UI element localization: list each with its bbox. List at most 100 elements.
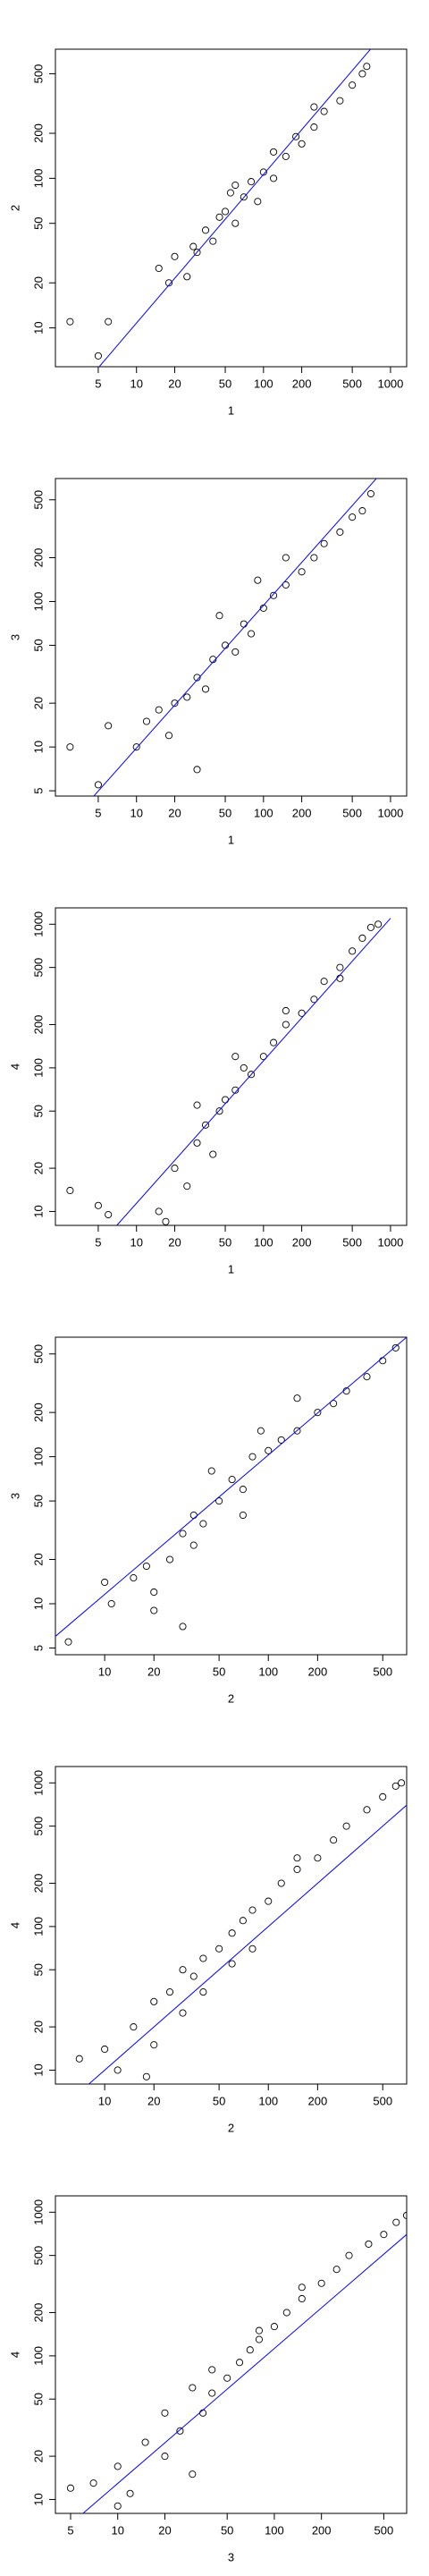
point <box>293 1427 301 1435</box>
point <box>165 1555 174 1563</box>
point <box>314 1854 322 1862</box>
point <box>366 923 374 931</box>
point <box>239 1486 247 1494</box>
point <box>150 1997 158 2005</box>
point <box>142 1562 150 1571</box>
point <box>270 1038 278 1046</box>
point <box>255 2335 264 2343</box>
x-tick-label: 500 <box>342 1235 362 1249</box>
x-tick-label: 50 <box>219 377 231 390</box>
x-tick-label: 500 <box>342 806 362 819</box>
point <box>363 1373 371 1381</box>
point <box>277 1879 285 1887</box>
point <box>150 1588 158 1597</box>
point <box>231 648 240 656</box>
point <box>183 273 191 281</box>
x-tick-label: 200 <box>292 806 312 819</box>
x-tick-label: 10 <box>130 1235 142 1249</box>
point <box>282 554 290 562</box>
plot-box <box>55 1766 408 2085</box>
point <box>310 554 318 562</box>
y-tick-label: 10 <box>31 741 45 753</box>
x-tick-label: 20 <box>158 2523 171 2537</box>
point <box>209 237 217 245</box>
x-tick-label: 200 <box>292 1235 312 1249</box>
point <box>336 963 344 971</box>
point <box>199 1520 207 1528</box>
y-tick-label: 50 <box>31 639 45 651</box>
point <box>270 148 278 156</box>
x-tick-label: 5 <box>95 377 101 390</box>
points <box>66 2211 407 2513</box>
x-tick-label: 500 <box>342 377 362 390</box>
y-tick-label: 1000 <box>31 2199 45 2225</box>
plot-box <box>55 1336 408 1656</box>
plot-box <box>55 478 408 797</box>
point <box>270 174 278 182</box>
y-tick-label: 20 <box>31 276 45 289</box>
point <box>336 97 344 105</box>
point <box>298 568 306 576</box>
point <box>155 1208 163 1216</box>
x-tick-label: 100 <box>265 2523 284 2537</box>
x-tick-label: 50 <box>213 1665 225 1678</box>
point <box>193 1139 201 1147</box>
point <box>342 1822 350 1830</box>
y-tick-label: 500 <box>31 958 45 978</box>
point <box>165 1988 174 1996</box>
x-tick-label: 20 <box>147 2094 160 2107</box>
point <box>298 2294 306 2303</box>
point <box>208 2389 216 2397</box>
y-tick-label: 10 <box>31 1597 45 1610</box>
points <box>66 479 377 796</box>
y-tick-label: 5 <box>31 1645 45 1651</box>
x-tick-label: 200 <box>292 377 312 390</box>
point <box>94 1201 102 1209</box>
point <box>66 318 74 326</box>
points <box>55 1337 407 1646</box>
fit-line <box>116 918 391 1225</box>
point <box>215 612 223 620</box>
point <box>226 189 234 197</box>
point <box>155 264 163 273</box>
point <box>208 2366 216 2374</box>
point <box>221 1096 230 1104</box>
fit-line <box>82 2233 407 2513</box>
point <box>164 279 173 287</box>
point <box>142 2072 150 2080</box>
plot-box <box>55 907 408 1226</box>
fit-line <box>88 1804 407 2084</box>
point <box>298 140 306 148</box>
point <box>199 1954 207 1962</box>
point <box>66 2484 75 2492</box>
point <box>402 2211 407 2219</box>
x-tick-label: 1000 <box>377 377 403 390</box>
point <box>66 743 74 751</box>
x-tick-label: 10 <box>98 2094 111 2107</box>
point <box>130 2023 138 2031</box>
y-tick-label: 50 <box>31 216 45 229</box>
point <box>189 242 198 250</box>
point <box>142 717 151 725</box>
points <box>75 1779 407 2084</box>
point <box>193 766 201 774</box>
point <box>66 1186 74 1195</box>
point <box>349 513 357 521</box>
y-tick-label: 100 <box>31 169 45 189</box>
point <box>130 1574 138 1582</box>
point <box>282 152 290 160</box>
point <box>215 1107 223 1115</box>
point <box>265 1897 273 1905</box>
point <box>189 1541 198 1549</box>
point <box>183 1182 191 1191</box>
point <box>374 920 383 928</box>
point <box>336 974 344 982</box>
x-tick-label: 10 <box>130 806 142 819</box>
point <box>349 81 357 89</box>
point <box>239 1511 247 1520</box>
point <box>199 1988 207 1996</box>
y-tick-label: 5 <box>31 787 45 793</box>
y-tick-label: 20 <box>31 697 45 709</box>
point <box>270 2323 278 2331</box>
